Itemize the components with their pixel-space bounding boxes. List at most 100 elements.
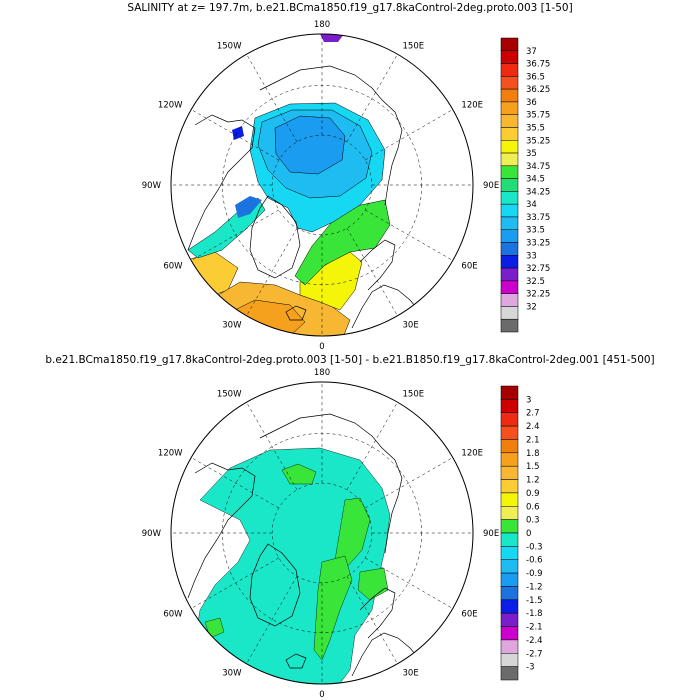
- lon-label: 150E: [403, 42, 425, 52]
- difference-map-lon-labels: 180 150E 120E 90E 60E 30E 0 30W 60W 90W 120W 150W: [142, 368, 499, 700]
- lon-label: 120E: [461, 101, 483, 111]
- lon-label: 180: [314, 20, 330, 30]
- lon-label: 0: [319, 690, 324, 700]
- colorbar-tick-label: 33.75: [526, 213, 550, 223]
- colorbar-tick-label: 35: [526, 149, 537, 159]
- meridian-line: [191, 209, 279, 261]
- meridian-line: [191, 457, 279, 509]
- meridian-line: [246, 228, 298, 316]
- colorbar-swatch: [500, 412, 519, 427]
- difference-map-svg: 180 150E 120E 90E 60E 30E 0 30W 60W 90W 120W 150W 3…: [142, 368, 543, 700]
- field-baffin-fresh: [235, 196, 262, 218]
- colorbar-swatch: [500, 255, 519, 269]
- colorbar-swatch: [500, 399, 519, 413]
- colorbar-swatch: [500, 76, 519, 90]
- colorbar-swatch: [500, 586, 519, 601]
- colorbar-tick-label: 34.5: [526, 175, 545, 185]
- colorbar-tick-label: 34.25: [526, 187, 550, 197]
- colorbar-tick-label: 32.5: [526, 277, 545, 287]
- meridian-line: [365, 209, 453, 261]
- colorbar-tick-label: 36.5: [526, 72, 545, 82]
- colorbar-tick-label: 2.4: [526, 422, 540, 432]
- coast-greenland: [249, 543, 301, 627]
- lon-label: 30W: [222, 668, 242, 678]
- colorbar-swatch: [500, 532, 519, 547]
- lon-label: 30W: [222, 320, 242, 330]
- field-arctic-fresh: [274, 115, 346, 175]
- colorbar-swatch: [500, 152, 519, 167]
- colorbar-swatch: [500, 306, 519, 320]
- colorbar-tick-label: -1.8: [526, 609, 543, 619]
- diff-field-pos-arctic-1: [281, 463, 317, 485]
- colorbar-swatch: [500, 101, 519, 115]
- diff-field-pos-barents: [357, 567, 389, 601]
- diff-field-negative: [194, 447, 391, 684]
- lon-label: 150W: [217, 390, 242, 400]
- colorbar-swatch: [500, 439, 519, 454]
- colorbar-tick-label: 2.7: [526, 409, 540, 419]
- salinity-map-title: SALINITY at z= 197.7m, b.e21.BCma1850.f1…: [127, 2, 573, 14]
- colorbar-swatch: [500, 229, 519, 243]
- colorbar-tick-label: -1.5: [526, 596, 543, 606]
- salinity-map-svg: 180 150E 120E 90E 60E 30E 0 30W 60W 90W 120W 150W 3…: [142, 20, 551, 350]
- colorbar-swatch: [500, 385, 519, 400]
- colorbar-tick-label: 35.75: [526, 111, 550, 121]
- lon-label: 120W: [158, 449, 183, 459]
- meridian-line: [191, 557, 279, 609]
- colorbar-tick-label: 1.2: [526, 476, 540, 486]
- colorbar-swatch: [500, 653, 519, 667]
- lon-label: 60E: [461, 610, 477, 620]
- colorbar-tick-label: 33.25: [526, 239, 550, 249]
- colorbar-tick-label: 37: [526, 47, 537, 57]
- colorbar-tick-label: 0.3: [526, 516, 540, 526]
- colorbar-swatch: [500, 425, 519, 440]
- meridian-line: [246, 54, 298, 142]
- colorbar-tick-label: 35.5: [526, 123, 545, 133]
- difference-map-coastlines: [187, 413, 421, 677]
- colorbar-tick-label: 0: [526, 529, 531, 539]
- colorbar-tick-label: 36.25: [526, 85, 550, 95]
- lon-label: 60E: [461, 262, 477, 272]
- colorbar-tick-label: -0.6: [526, 556, 543, 566]
- coast-scandinavia: [359, 587, 396, 639]
- meridian-line: [346, 228, 398, 316]
- lon-label: 150E: [403, 390, 425, 400]
- colorbar-tick-label: -1.2: [526, 582, 543, 592]
- coast-europe: [351, 284, 421, 329]
- meridian-line: [365, 557, 453, 609]
- salinity-colorbar: 37 36.75 36.5 36.25 36 35.75 35.5 35.25 35 34.75 3…: [500, 37, 550, 333]
- lon-label: 90E: [483, 181, 499, 191]
- meridian-line: [365, 109, 453, 161]
- colorbar-tick-label: -0.9: [526, 569, 543, 579]
- colorbar-tick-label: 0.9: [526, 489, 540, 499]
- colorbar-swatch: [500, 88, 519, 103]
- colorbar-swatch: [500, 599, 519, 614]
- colorbar-swatch: [500, 203, 519, 218]
- field-pacific-spot: [320, 34, 344, 42]
- colorbar-swatch: [500, 626, 519, 641]
- field-hudson-spot: [232, 126, 244, 140]
- colorbar-swatch: [500, 216, 519, 230]
- coast-iceland: [285, 305, 307, 321]
- colorbar-swatch: [500, 242, 519, 256]
- lon-label: 30E: [403, 668, 419, 678]
- colorbar-tick-label: 2.1: [526, 435, 540, 445]
- colorbar-swatch: [500, 318, 519, 333]
- colorbar-tick-label: 34: [526, 200, 537, 210]
- coast-siberia: [259, 65, 403, 206]
- salinity-panel: SALINITY at z= 197.7m, b.e21.BCma1850.f1…: [127, 2, 573, 350]
- colorbar-tick-label: 32: [526, 302, 537, 312]
- colorbar-tick-label: -3: [526, 663, 534, 673]
- meridian-line: [191, 109, 279, 161]
- colorbar-tick-label: -2.1: [526, 623, 543, 633]
- lon-label: 90W: [142, 181, 162, 191]
- diff-field-pos-arctic-2: [334, 497, 371, 569]
- colorbar-tick-label: -2.4: [526, 636, 543, 646]
- difference-map-graticule: [171, 382, 473, 684]
- coast-siberia: [259, 413, 403, 554]
- colorbar-swatch: [500, 492, 519, 507]
- colorbar-tick-label: 3: [526, 395, 531, 405]
- colorbar-tick-label: 0.6: [526, 502, 540, 512]
- colorbar-swatch: [500, 280, 519, 294]
- salinity-map-lon-labels: 180 150E 120E 90E 60E 30E 0 30W 60W 90W 120W 150W: [142, 20, 499, 350]
